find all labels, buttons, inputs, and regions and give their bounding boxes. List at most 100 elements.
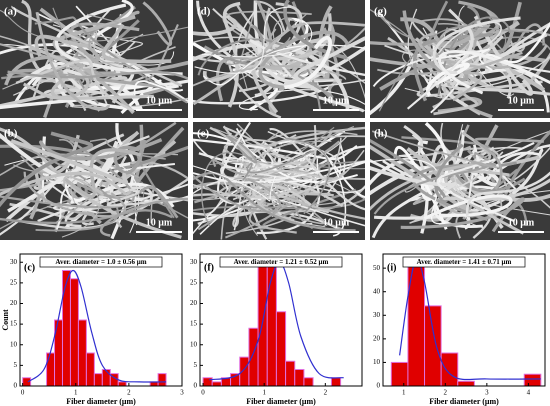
fiber: [133, 80, 184, 103]
y-tick-label: 30: [190, 258, 198, 266]
fiber: [433, 48, 493, 71]
fiber: [258, 30, 351, 90]
fiber: [201, 151, 253, 227]
fiber: [7, 148, 118, 213]
x-tick-label: 0: [21, 389, 25, 397]
y-tick-label: 25: [190, 278, 198, 286]
fiber: [370, 0, 500, 46]
sem-image: (e) 10 μm: [193, 122, 365, 240]
y-tick-label: 15: [190, 320, 198, 328]
fit-curve: [399, 257, 541, 381]
x-tick-label: 2: [324, 389, 328, 397]
plot-frame: [382, 253, 546, 387]
fiber: [400, 197, 525, 233]
bar: [285, 360, 296, 387]
y-axis-label: Count: [1, 309, 10, 331]
y-tick-label: 20: [10, 299, 18, 307]
y-tick-label: 5: [14, 361, 18, 369]
annotation: Aver. diameter = 1.0 ± 0.56 μm: [55, 258, 146, 266]
fiber: [437, 16, 511, 96]
fiber: [86, 13, 119, 48]
fiber: [193, 171, 356, 232]
fiber: [222, 1, 241, 108]
fiber: [437, 21, 502, 54]
bar: [248, 327, 259, 387]
fiber: [0, 171, 132, 196]
fiber: [193, 165, 276, 202]
fiber: [474, 137, 544, 190]
fiber: [61, 178, 100, 238]
fiber: [213, 126, 355, 159]
fiber: [193, 65, 347, 87]
fiber: [196, 0, 365, 113]
x-axis-label: Fiber diameter (μm): [246, 397, 316, 406]
fiber: [0, 193, 188, 230]
histogram-panel: 0 5 10 15 20 25 30 0 1 2 3 Fiber diameter (μm) Count…: [1, 253, 184, 406]
fiber: [223, 147, 273, 169]
fiber: [76, 181, 179, 219]
fiber: [106, 188, 188, 207]
scale-bar-label: 10 μm: [323, 217, 350, 228]
bar: [77, 319, 87, 387]
fiber: [235, 11, 365, 88]
x-axis-label: Fiber diameter (μm): [429, 397, 499, 406]
bar: [85, 352, 95, 387]
sem-image: (a) 10 μm: [0, 0, 188, 118]
fiber: [54, 3, 183, 76]
fiber: [39, 138, 163, 161]
bar: [257, 265, 268, 387]
fiber: [193, 174, 281, 213]
fiber: [284, 36, 332, 90]
fiber: [0, 9, 188, 43]
fiber: [101, 23, 172, 64]
y-tick-label: 10: [190, 340, 198, 348]
fiber: [244, 49, 313, 79]
bar: [239, 356, 250, 387]
y-tick-label: 20: [190, 299, 198, 307]
y-tick-label: 0: [377, 382, 381, 390]
panel-label: (a): [4, 6, 17, 18]
fiber: [19, 62, 75, 108]
fiber: [100, 197, 188, 237]
fiber: [10, 139, 129, 185]
x-tick-label: 1: [262, 389, 266, 397]
panel-label: (h): [374, 128, 388, 140]
fiber: [264, 186, 313, 230]
x-tick-label: 1: [402, 389, 406, 397]
fiber: [442, 178, 550, 202]
scale-bar-label: 10 μm: [323, 95, 350, 106]
fiber: [2, 53, 131, 90]
y-tick-label: 15: [10, 320, 18, 328]
bar: [46, 352, 56, 387]
bar: [22, 377, 32, 387]
fiber: [194, 6, 291, 74]
fiber: [23, 171, 127, 218]
y-tick-label: 30: [10, 258, 18, 266]
fiber: [225, 36, 291, 66]
panel-label: (c): [24, 262, 35, 273]
fiber: [193, 79, 339, 105]
sem-image: (b) 10 μm: [0, 122, 188, 240]
histogram-panel: 0 5 10 15 20 25 30 0 1 2 Fiber diameter (μm) (f) Ave…: [190, 253, 363, 406]
panel-label: (g): [374, 6, 387, 18]
y-tick-label: 40: [373, 287, 381, 295]
x-tick-label: 4: [527, 389, 531, 397]
fiber: [52, 7, 107, 77]
bar: [440, 352, 459, 387]
scale-bar-label: 10 μm: [146, 217, 173, 228]
scale-bar-label: 10 μm: [508, 95, 535, 106]
fiber: [242, 155, 319, 183]
fiber: [214, 184, 365, 220]
bar: [294, 369, 305, 387]
y-tick-label: 0: [194, 382, 198, 390]
annotation-box: [39, 256, 163, 268]
bar: [303, 377, 314, 387]
bar: [61, 270, 71, 387]
fiber: [63, 175, 104, 196]
y-tick-label: 50: [373, 264, 381, 272]
fiber: [452, 51, 523, 102]
bar: [266, 265, 277, 387]
fiber: [269, 128, 365, 211]
bar: [330, 377, 342, 387]
